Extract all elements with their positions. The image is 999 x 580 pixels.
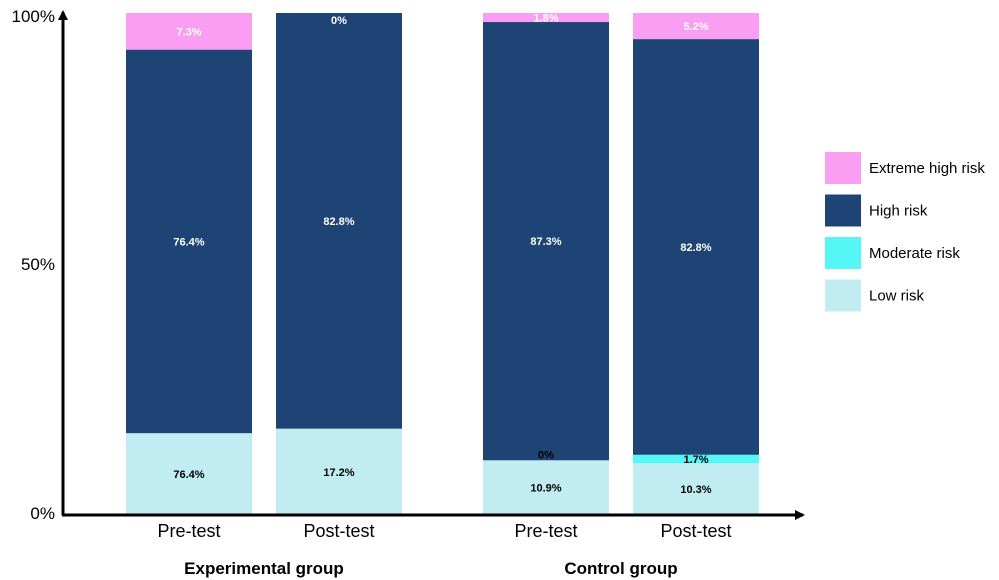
bar-segment-low-risk: [276, 428, 402, 515]
bar-segment-extreme-high-risk: [633, 13, 759, 40]
y-tick-label: 50%: [21, 255, 55, 274]
x-tick-label: Pre-test: [157, 521, 220, 541]
legend-swatch: [825, 152, 861, 184]
legend-swatch: [825, 279, 861, 312]
legend-label: Moderate risk: [869, 245, 960, 262]
y-tick-label: 100%: [12, 7, 55, 26]
bar-segment-high-risk: [483, 22, 609, 461]
bar-segment-high-risk: [126, 49, 252, 434]
legend-swatch: [825, 194, 861, 227]
data-label: 17.2%: [323, 467, 354, 479]
data-label: 87.3%: [530, 236, 561, 248]
data-label: 10.3%: [680, 484, 711, 496]
legend-label: High risk: [869, 203, 928, 220]
legend-label: Extreme high risk: [869, 160, 985, 177]
group-label: Experimental group: [184, 559, 344, 578]
x-tick-label: Post-test: [303, 521, 374, 541]
bar-segment-low-risk: [483, 460, 609, 515]
bar-segment-low-risk: [633, 463, 759, 515]
bar-segment-moderate-risk: [633, 454, 759, 464]
bar-segment-high-risk: [633, 39, 759, 455]
legend-label: Low risk: [869, 288, 925, 305]
bar-segment-low-risk: [126, 433, 252, 515]
data-label: 76.4%: [173, 236, 204, 248]
data-label: 10.9%: [530, 483, 561, 495]
data-label: 7.3%: [176, 26, 201, 38]
data-label: 0%: [538, 449, 554, 461]
group-label: Control group: [564, 559, 677, 578]
y-tick-label: 0%: [30, 504, 55, 523]
data-label: 76.4%: [173, 469, 204, 481]
bar-segment-high-risk: [276, 13, 402, 429]
legend-swatch: [825, 237, 861, 269]
bar-segment-extreme-high-risk: [126, 13, 252, 50]
bar-segment-extreme-high-risk: [483, 13, 609, 23]
data-label: 0%: [331, 15, 347, 27]
data-label: 5.2%: [683, 21, 708, 33]
data-label: 1.8%: [533, 13, 558, 25]
x-tick-label: Post-test: [660, 521, 731, 541]
x-tick-label: Pre-test: [514, 521, 577, 541]
data-label: 1.7%: [683, 454, 708, 466]
data-label: 82.8%: [680, 242, 711, 254]
data-label: 82.8%: [323, 216, 354, 228]
